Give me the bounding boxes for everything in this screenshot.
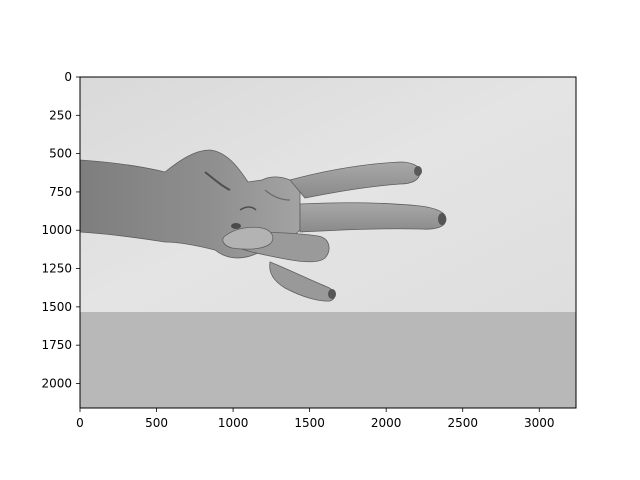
y-tick-label: 1250 xyxy=(41,262,72,276)
axes-frame xyxy=(79,76,577,409)
x-axis: 0 500 1000 1500 2000 2500 3000 xyxy=(76,408,555,430)
fingernail xyxy=(328,289,336,299)
hand-image xyxy=(80,149,447,302)
y-tick-label: 2000 xyxy=(41,376,72,390)
y-tick-label: 250 xyxy=(49,108,72,122)
y-tick-label: 1000 xyxy=(41,223,72,237)
fingernail xyxy=(414,166,422,176)
y-tick-label: 1500 xyxy=(41,300,72,314)
x-tick-label: 3000 xyxy=(524,416,555,430)
fingernail xyxy=(438,213,446,225)
y-tick-label: 500 xyxy=(49,147,72,161)
fingernail xyxy=(231,223,241,229)
x-tick-label: 2000 xyxy=(371,416,402,430)
x-tick-label: 1000 xyxy=(218,416,249,430)
x-tick-label: 1500 xyxy=(294,416,325,430)
y-axis: 0 250 500 750 1000 1250 1500 1750 2000 xyxy=(41,70,80,390)
y-tick-label: 750 xyxy=(49,185,72,199)
image-content xyxy=(80,77,576,408)
floor-band xyxy=(80,312,576,408)
y-tick-label: 0 xyxy=(64,70,72,84)
x-tick-label: 500 xyxy=(145,416,168,430)
y-tick-label: 1750 xyxy=(41,338,72,352)
x-tick-label: 2500 xyxy=(447,416,478,430)
x-tick-label: 0 xyxy=(76,416,84,430)
